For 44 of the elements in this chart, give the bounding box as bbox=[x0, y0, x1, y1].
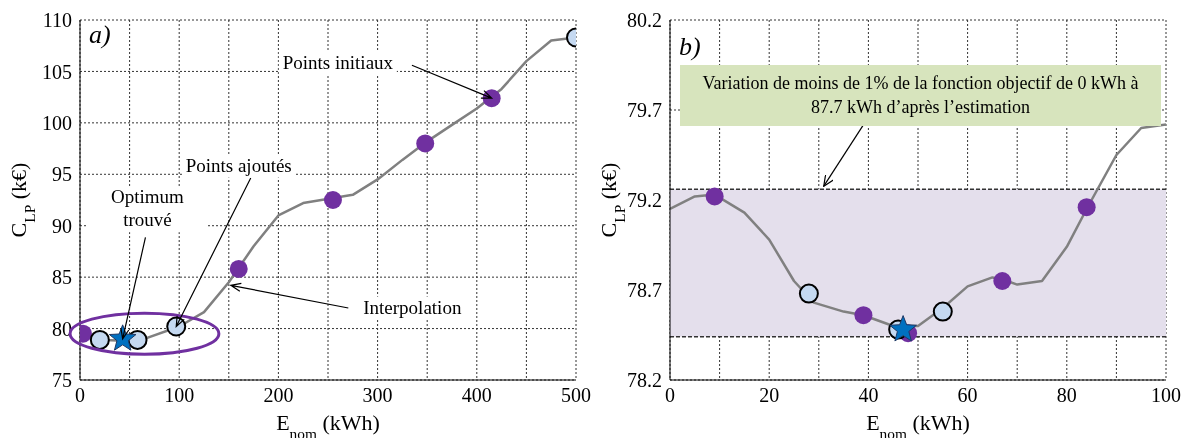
point bbox=[889, 315, 917, 342]
y-tick-label: 78.7 bbox=[627, 279, 662, 302]
x-axis-title: E$_{nom}$ (kWh) bbox=[276, 410, 380, 442]
y-tick-label: 105 bbox=[42, 60, 72, 83]
point bbox=[229, 259, 248, 278]
point bbox=[416, 134, 435, 153]
x-tick-label: 500 bbox=[561, 384, 591, 407]
y-tick-label: 75 bbox=[52, 369, 72, 392]
point bbox=[854, 306, 873, 325]
point bbox=[1077, 198, 1096, 217]
point bbox=[932, 301, 953, 322]
y-tick-label: 110 bbox=[42, 9, 72, 32]
x-tick-label: 400 bbox=[461, 384, 492, 407]
x-tick-label: 20 bbox=[759, 384, 780, 407]
annotation: Points initiaux bbox=[278, 51, 398, 75]
y-tick-label: 78.2 bbox=[627, 369, 662, 392]
annotation: a) bbox=[87, 19, 112, 52]
annotation: b) bbox=[677, 31, 702, 63]
y-tick-label: 90 bbox=[52, 214, 72, 237]
y-tick-label: 80.2 bbox=[627, 9, 662, 32]
y-tick-label: 79.7 bbox=[627, 99, 662, 122]
annotation: Points ajoutés bbox=[181, 154, 296, 178]
point bbox=[89, 329, 110, 350]
x-tick-label: 0 bbox=[75, 384, 85, 407]
x-tick-label: 40 bbox=[858, 384, 879, 407]
point bbox=[705, 187, 724, 206]
y-tick-label: 100 bbox=[42, 111, 72, 134]
x-tick-label: 100 bbox=[164, 384, 195, 407]
y-tick-label: 85 bbox=[52, 266, 72, 289]
y-tick-label: 95 bbox=[52, 163, 72, 186]
x-tick-label: 300 bbox=[362, 384, 393, 407]
x-tick-label: 100 bbox=[1151, 384, 1181, 407]
point bbox=[798, 283, 819, 304]
annotation: Optimum trouvé bbox=[88, 186, 207, 233]
annotation: Interpolation bbox=[359, 296, 466, 320]
y-tick-label: 79.2 bbox=[627, 189, 662, 212]
x-axis-title: E$_{nom}$ (kWh) bbox=[866, 410, 970, 442]
x-tick-label: 60 bbox=[957, 384, 978, 407]
text-box: Variation de moins de 1% de la fonction objectif de 0 kWh à 87.7 kWh d’après l’estimation bbox=[679, 65, 1161, 126]
x-tick-label: 0 bbox=[665, 384, 675, 407]
point bbox=[323, 191, 342, 209]
point bbox=[993, 272, 1012, 290]
x-tick-label: 80 bbox=[1056, 384, 1077, 407]
x-tick-label: 200 bbox=[263, 384, 294, 407]
